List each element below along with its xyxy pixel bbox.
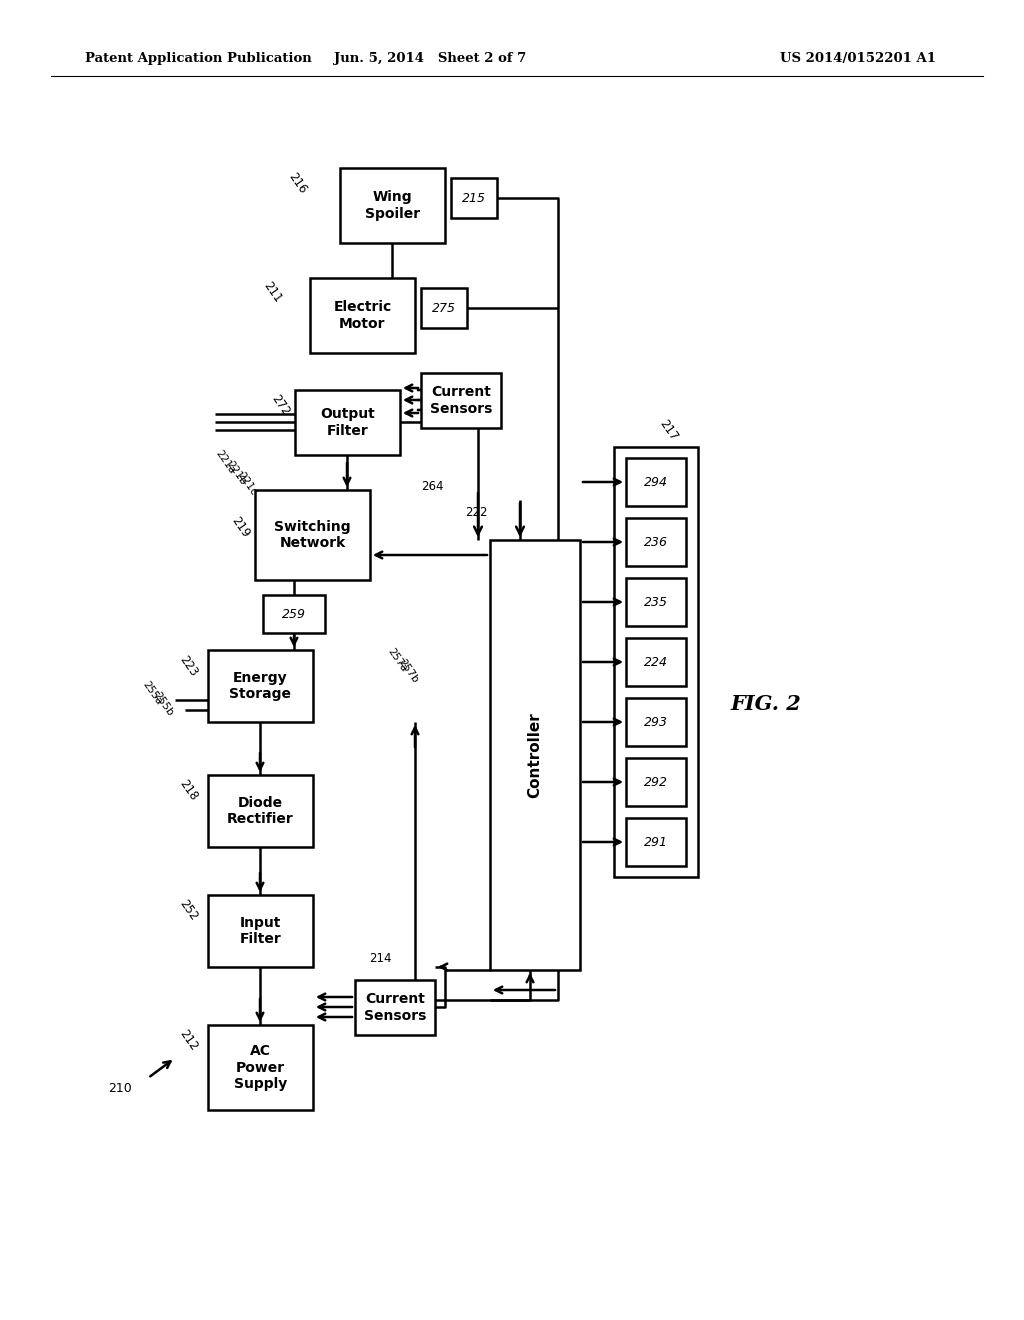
Text: 221a: 221a xyxy=(213,449,237,475)
Text: 259: 259 xyxy=(282,607,306,620)
Text: FIG. 2: FIG. 2 xyxy=(730,694,801,714)
Text: 255a: 255a xyxy=(140,680,164,706)
Text: 272: 272 xyxy=(268,392,292,418)
Text: 211: 211 xyxy=(260,279,284,305)
Bar xyxy=(490,540,580,970)
Bar xyxy=(451,178,497,218)
Text: Switching
Network: Switching Network xyxy=(274,520,351,550)
Text: Output
Filter: Output Filter xyxy=(321,408,375,438)
Bar xyxy=(626,578,686,626)
Bar xyxy=(208,1026,313,1110)
Text: Patent Application Publication: Patent Application Publication xyxy=(85,51,311,65)
Bar xyxy=(614,447,698,876)
Bar xyxy=(626,517,686,566)
Text: 219: 219 xyxy=(228,513,252,540)
Text: 224: 224 xyxy=(644,656,668,668)
Text: Electric
Motor: Electric Motor xyxy=(334,301,391,330)
Bar xyxy=(355,979,435,1035)
Text: 216: 216 xyxy=(286,170,309,195)
Bar xyxy=(263,595,325,634)
Text: Jun. 5, 2014   Sheet 2 of 7: Jun. 5, 2014 Sheet 2 of 7 xyxy=(334,51,526,65)
Text: 294: 294 xyxy=(644,475,668,488)
Text: 221c: 221c xyxy=(236,471,258,498)
Text: 214: 214 xyxy=(369,952,391,965)
Text: 222: 222 xyxy=(465,506,487,519)
Text: Input
Filter: Input Filter xyxy=(240,916,282,946)
Text: Current
Sensors: Current Sensors xyxy=(364,993,426,1023)
Text: 218: 218 xyxy=(176,777,200,803)
Text: 223: 223 xyxy=(176,653,200,678)
Bar xyxy=(208,895,313,968)
Bar xyxy=(421,374,501,428)
Text: 255b: 255b xyxy=(152,690,175,718)
Bar xyxy=(340,168,445,243)
Text: 212: 212 xyxy=(176,1027,200,1053)
Text: 252: 252 xyxy=(176,898,200,923)
Text: Current
Sensors: Current Sensors xyxy=(430,385,493,416)
Bar xyxy=(626,818,686,866)
Bar xyxy=(626,698,686,746)
Text: 215: 215 xyxy=(462,191,486,205)
Text: Controller: Controller xyxy=(527,711,543,797)
Text: 257a: 257a xyxy=(385,647,409,673)
Bar xyxy=(208,649,313,722)
Text: 292: 292 xyxy=(644,776,668,788)
Text: 235: 235 xyxy=(644,595,668,609)
Text: 221b: 221b xyxy=(224,459,248,487)
Text: AC
Power
Supply: AC Power Supply xyxy=(233,1044,287,1090)
Text: 291: 291 xyxy=(644,836,668,849)
Text: 217: 217 xyxy=(656,417,680,444)
Bar xyxy=(626,638,686,686)
Bar xyxy=(310,279,415,352)
Bar xyxy=(626,758,686,807)
Text: Diode
Rectifier: Diode Rectifier xyxy=(227,796,294,826)
Bar xyxy=(626,458,686,506)
Bar xyxy=(421,288,467,327)
Bar xyxy=(255,490,370,579)
Text: 236: 236 xyxy=(644,536,668,549)
Text: 210: 210 xyxy=(109,1081,132,1094)
Text: 275: 275 xyxy=(432,301,456,314)
Text: Energy
Storage: Energy Storage xyxy=(229,671,292,701)
Text: 293: 293 xyxy=(644,715,668,729)
Bar xyxy=(295,389,400,455)
Text: US 2014/0152201 A1: US 2014/0152201 A1 xyxy=(780,51,936,65)
Bar xyxy=(208,775,313,847)
Text: 264: 264 xyxy=(421,480,443,494)
Text: Wing
Spoiler: Wing Spoiler xyxy=(365,190,420,220)
Text: 257b: 257b xyxy=(396,657,420,685)
